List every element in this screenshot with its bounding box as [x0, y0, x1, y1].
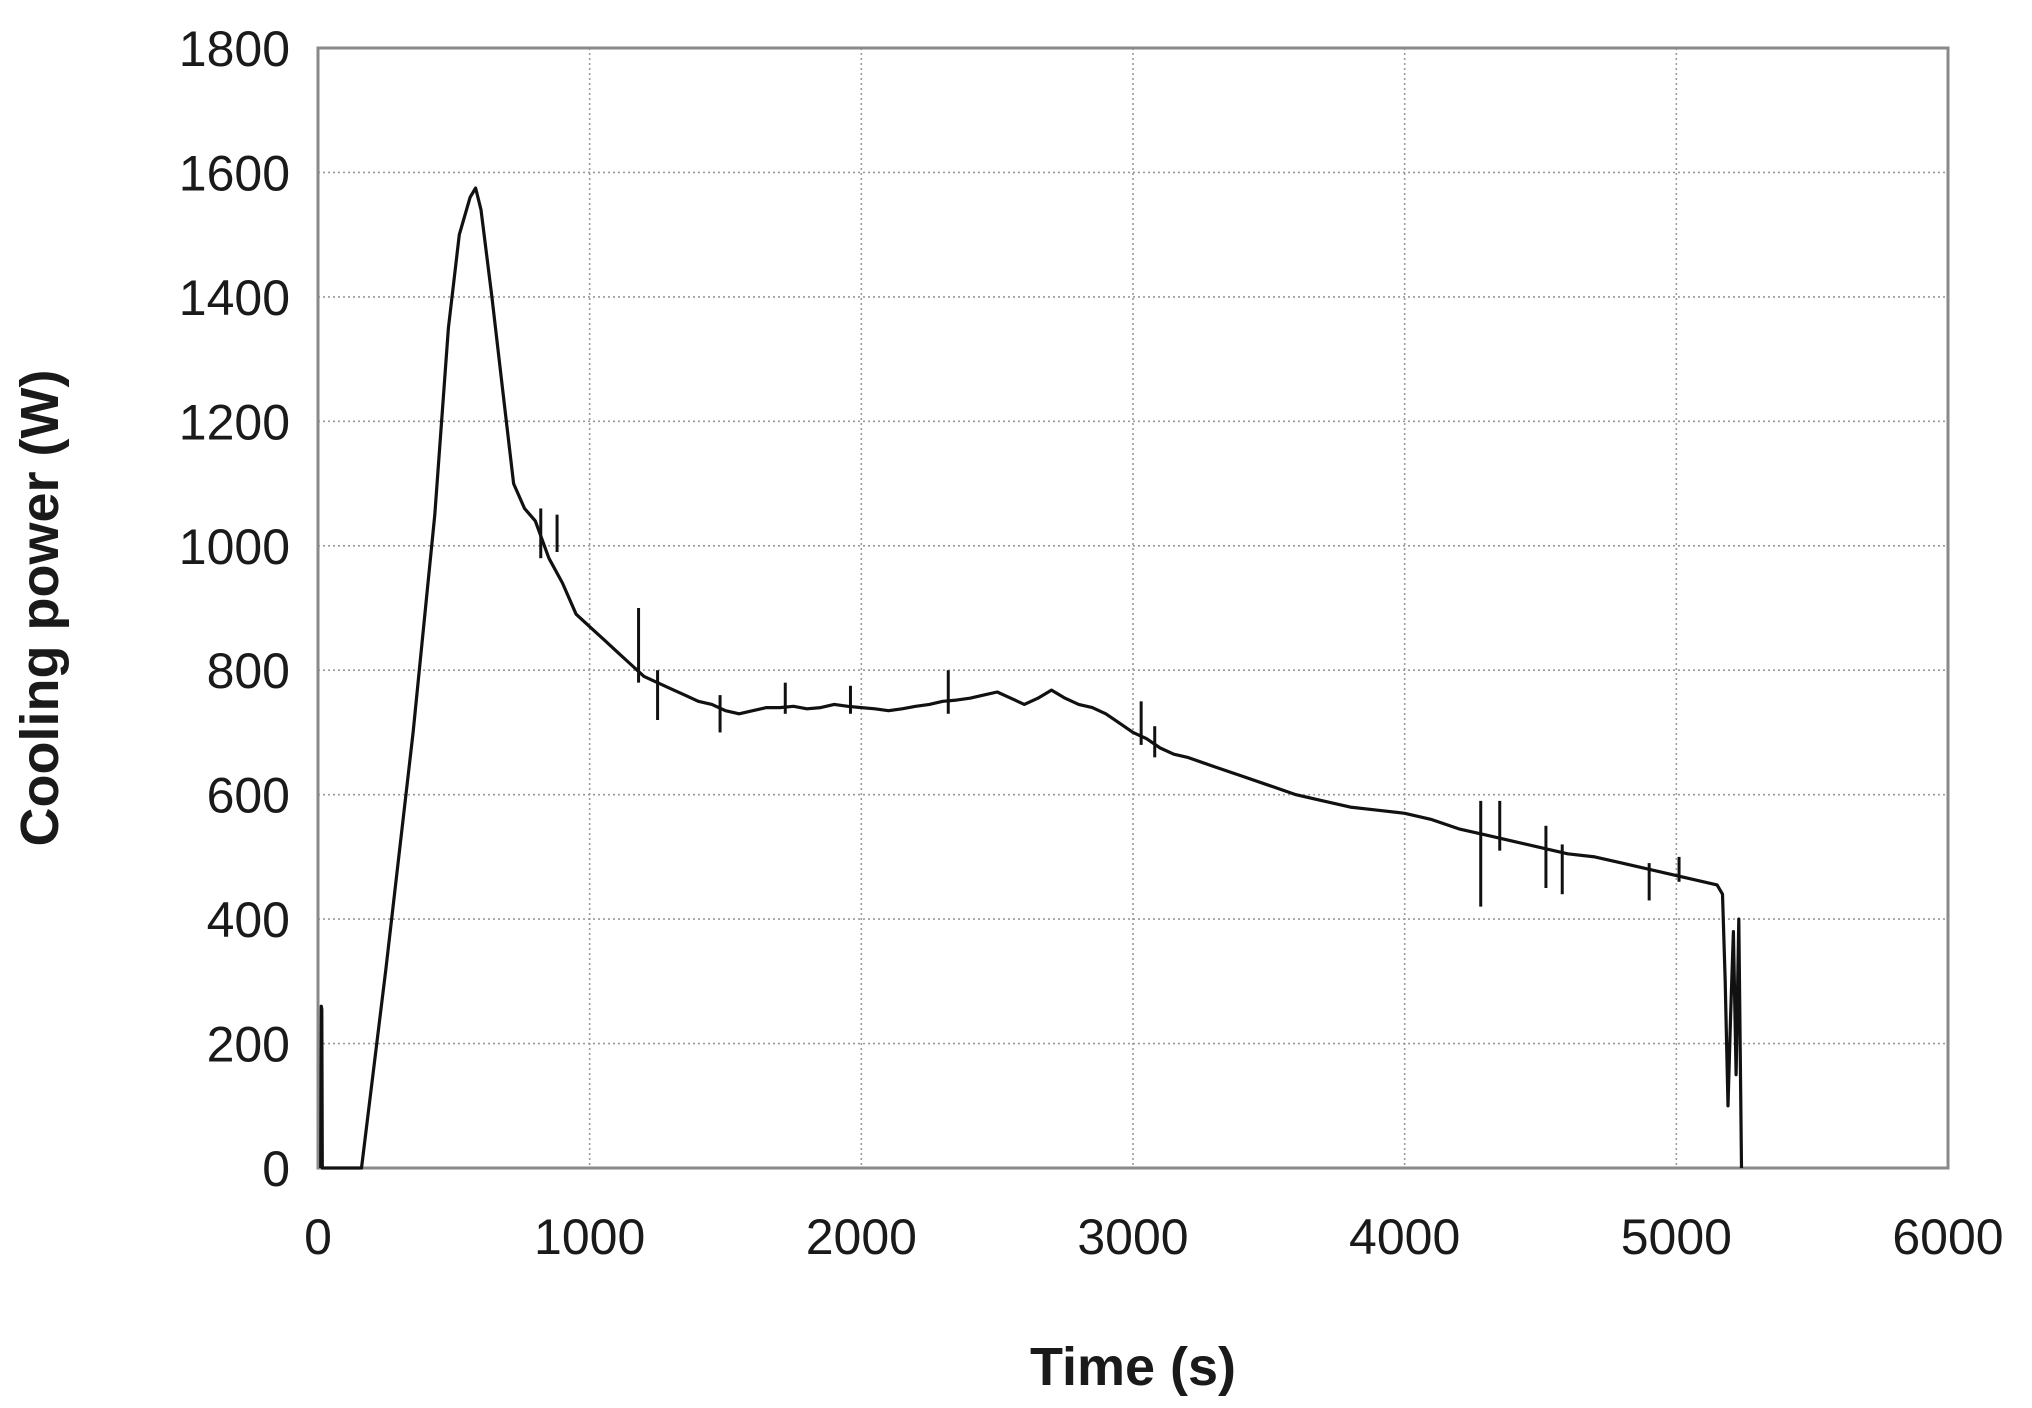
noise-spikes: [539, 508, 1681, 907]
x-tick-label: 1000: [534, 1209, 645, 1265]
x-axis-title: Time (s): [1030, 1337, 1236, 1397]
y-axis-title: Cooling power (W): [10, 370, 70, 847]
y-axis-tick-labels: 0 200 400 600 800 1000 1200 1400 1600 1800: [179, 21, 290, 1197]
y-tick-label: 0: [262, 1141, 290, 1197]
x-tick-label: 3000: [1077, 1209, 1188, 1265]
x-tick-label: 4000: [1349, 1209, 1460, 1265]
y-tick-label: 200: [207, 1017, 290, 1073]
y-tick-label: 400: [207, 892, 290, 948]
y-tick-label: 1800: [179, 21, 290, 77]
x-tick-label: 0: [304, 1209, 332, 1265]
x-tick-label: 2000: [806, 1209, 917, 1265]
x-tick-label: 5000: [1621, 1209, 1732, 1265]
y-tick-label: 1200: [179, 394, 290, 450]
y-tick-label: 600: [207, 768, 290, 824]
cooling-power-series-line: [319, 186, 1744, 1170]
plot-area-border: [316, 46, 1950, 1170]
y-tick-label: 1000: [179, 519, 290, 575]
grid-lines: [317, 47, 1949, 1169]
y-tick-label: 1600: [179, 145, 290, 201]
x-axis-tick-labels: 0 1000 2000 3000 4000 5000 6000: [304, 1209, 2004, 1265]
y-tick-label: 800: [207, 643, 290, 699]
y-tick-label: 1400: [179, 270, 290, 326]
x-tick-label: 6000: [1892, 1209, 2003, 1265]
